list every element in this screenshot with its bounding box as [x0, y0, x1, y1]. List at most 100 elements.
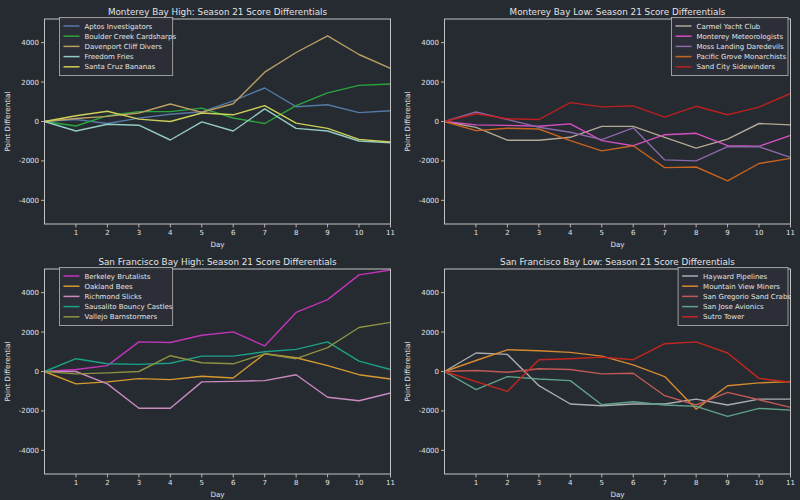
chart-monterey-bay-high: Monterey Bay High: Season 21 Score Diffe… — [0, 0, 400, 250]
x-tick-label: 8 — [694, 229, 698, 237]
x-tick-label: 9 — [725, 479, 729, 487]
x-tick-label: 5 — [600, 229, 604, 237]
legend-item-label: Carmel Yacht Club — [697, 23, 761, 31]
legend-item-label: Hayward Pipelines — [703, 273, 768, 281]
x-tick-label: 6 — [231, 479, 236, 487]
y-tick-label: 2000 — [21, 329, 39, 337]
legend-item-label: Aptos Investigators — [85, 23, 153, 31]
x-tick-label: 11 — [786, 229, 795, 237]
x-tick-label: 4 — [568, 229, 573, 237]
y-tick-label: 4000 — [21, 289, 39, 297]
series-line — [445, 342, 791, 392]
x-tick-label: 4 — [568, 479, 573, 487]
x-tick-label: 4 — [168, 229, 173, 237]
x-tick-label: 10 — [355, 229, 364, 237]
chart-canvas: Monterey Bay Low: Season 21 Score Differ… — [400, 0, 800, 250]
x-tick-label: 9 — [725, 229, 729, 237]
y-tick-label: 0 — [35, 118, 39, 126]
series-line — [45, 106, 391, 142]
chart-canvas: Monterey Bay High: Season 21 Score Diffe… — [0, 0, 400, 250]
x-tick-label: 10 — [355, 479, 364, 487]
x-tick-label: 7 — [662, 479, 666, 487]
x-tick-label: 7 — [262, 479, 266, 487]
x-tick-label: 11 — [386, 229, 395, 237]
x-axis-label: Day — [610, 240, 625, 249]
x-tick-label: 10 — [755, 229, 764, 237]
legend-item-label: Freedom Fries — [85, 53, 134, 61]
x-axis-label: Day — [210, 490, 225, 499]
legend-item-label: Vallejo Barnstormers — [85, 313, 158, 321]
legend-item-label: Sausalito Bouncy Castles — [85, 303, 173, 311]
chart-title: San Francisco Bay Low: Season 21 Score D… — [500, 257, 735, 267]
chart-san-francisco-bay-low: San Francisco Bay Low: Season 21 Score D… — [400, 250, 800, 500]
legend-item-label: San Jose Avionics — [703, 303, 764, 311]
y-tick-label: 0 — [35, 368, 39, 376]
x-tick-label: 1 — [74, 479, 78, 487]
x-tick-label: 1 — [474, 479, 478, 487]
y-tick-label: 0 — [435, 368, 439, 376]
x-tick-label: 3 — [537, 479, 541, 487]
series-line — [445, 372, 791, 417]
x-tick-label: 3 — [537, 229, 541, 237]
series-line — [45, 84, 391, 126]
x-tick-label: 2 — [105, 229, 109, 237]
x-tick-label: 6 — [231, 229, 236, 237]
legend-item-label: Sand City Sidewinders — [697, 63, 776, 71]
y-tick-label: 0 — [435, 118, 439, 126]
y-tick-label: -4000 — [419, 197, 439, 205]
x-tick-label: 1 — [74, 229, 78, 237]
legend-item-label: Pacific Grove Monarchists — [697, 53, 787, 61]
y-axis-label: Point Differential — [3, 91, 12, 151]
y-tick-label: 4000 — [421, 39, 439, 47]
chart-canvas: San Francisco Bay High: Season 21 Score … — [0, 250, 400, 500]
y-tick-label: -4000 — [19, 197, 39, 205]
legend-item-label: San Gregorio Sand Crabs — [703, 293, 791, 301]
figure: Monterey Bay High: Season 21 Score Diffe… — [0, 0, 800, 500]
x-tick-label: 3 — [137, 229, 141, 237]
x-tick-label: 6 — [631, 479, 636, 487]
y-tick-label: 2000 — [421, 329, 439, 337]
legend: Berkeley BrutalistsOakland BeesRichmond … — [60, 268, 173, 326]
x-tick-label: 11 — [786, 479, 795, 487]
series-line — [445, 122, 791, 181]
y-axis-label: Point Differential — [403, 91, 412, 151]
x-tick-label: 2 — [505, 229, 509, 237]
x-tick-label: 2 — [505, 479, 509, 487]
x-tick-label: 8 — [694, 479, 698, 487]
x-tick-label: 7 — [662, 229, 666, 237]
legend-item-label: Davenport Cliff Divers — [85, 43, 163, 51]
y-tick-label: -4000 — [419, 447, 439, 455]
legend-item-label: Moss Landing Daredevils — [697, 43, 784, 51]
y-tick-label: 2000 — [421, 79, 439, 87]
legend-item-label: Richmond Slicks — [85, 293, 143, 301]
chart-title: Monterey Bay Low: Season 21 Score Differ… — [510, 7, 726, 17]
x-tick-label: 1 — [474, 229, 478, 237]
x-tick-label: 9 — [325, 229, 329, 237]
y-tick-label: 2000 — [21, 79, 39, 87]
legend: Hayward Pipelines Mountain View Miners San… — [678, 268, 791, 326]
y-tick-label: 4000 — [21, 39, 39, 47]
series-line — [445, 94, 791, 122]
x-tick-label: 5 — [200, 479, 204, 487]
x-axis-label: Day — [610, 490, 625, 499]
x-tick-label: 8 — [294, 479, 298, 487]
y-tick-label: -2000 — [419, 157, 439, 165]
x-axis-label: Day — [210, 240, 225, 249]
x-tick-label: 5 — [200, 229, 204, 237]
chart-monterey-bay-low: Monterey Bay Low: Season 21 Score Differ… — [400, 0, 800, 250]
y-tick-label: -2000 — [419, 407, 439, 415]
series-line — [45, 88, 391, 124]
y-axis-label: Point Differential — [403, 341, 412, 401]
legend-item-label: Mountain View Miners — [703, 283, 780, 291]
x-tick-label: 10 — [755, 479, 764, 487]
x-tick-label: 2 — [105, 479, 109, 487]
legend-item-label: Santa Cruz Bananas — [85, 63, 156, 71]
y-tick-label: -2000 — [19, 407, 39, 415]
legend-item-label: Oakland Bees — [85, 283, 134, 291]
legend: Aptos InvestigatorsBoulder Creek Cardsha… — [60, 18, 177, 76]
x-tick-label: 11 — [386, 479, 395, 487]
legend: Carmel Yacht ClubMonterey Meteorologists… — [672, 18, 789, 76]
chart-title: San Francisco Bay High: Season 21 Score … — [98, 257, 337, 267]
x-tick-label: 8 — [294, 229, 298, 237]
legend-item-label: Sutro Tower — [703, 313, 744, 321]
